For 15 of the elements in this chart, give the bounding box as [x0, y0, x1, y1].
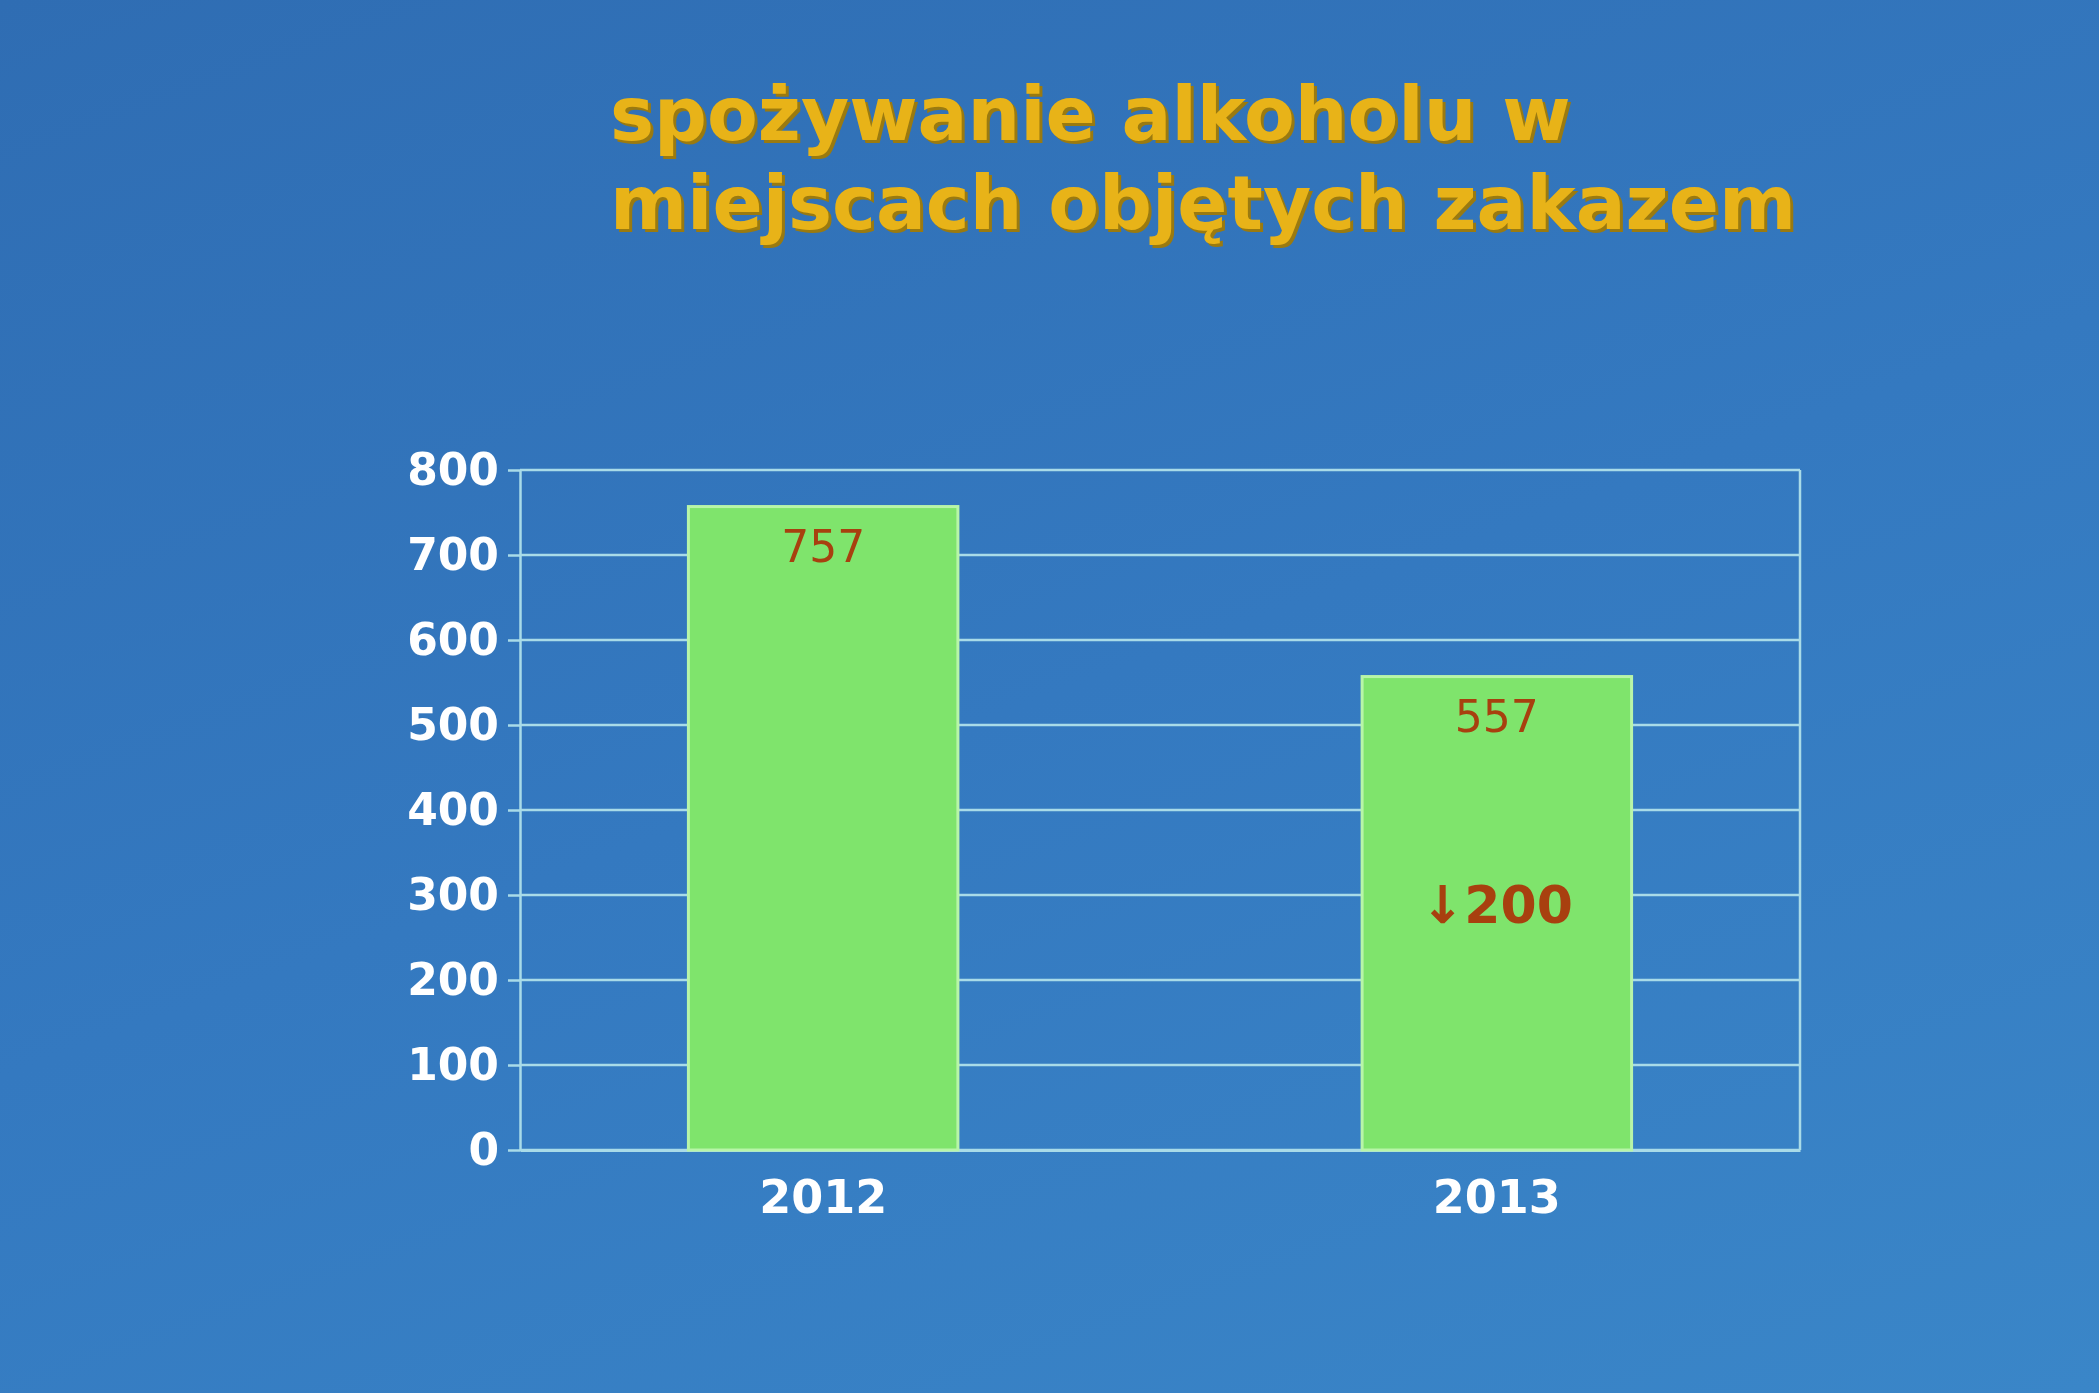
- y-tick-label: 300: [407, 868, 499, 920]
- y-tick-label: 100: [407, 1038, 499, 1090]
- y-tick-label: 0: [468, 1123, 499, 1175]
- y-tick-label: 600: [407, 613, 499, 665]
- y-tick-label: 200: [407, 953, 499, 1005]
- x-tick-label: 2012: [759, 1170, 888, 1224]
- annotation: ↓200: [1420, 875, 1573, 936]
- x-tick-label: 2013: [1432, 1170, 1561, 1224]
- y-tick-label: 700: [407, 528, 499, 580]
- y-tick-label: 400: [407, 783, 499, 835]
- chart-title: spożywanie alkoholu w miejscach objętych zakazem: [610, 70, 1797, 248]
- data-label: 557: [1454, 690, 1539, 742]
- data-label: 757: [781, 520, 866, 572]
- y-tick-label: 800: [407, 443, 499, 495]
- y-tick-label: 500: [407, 698, 499, 750]
